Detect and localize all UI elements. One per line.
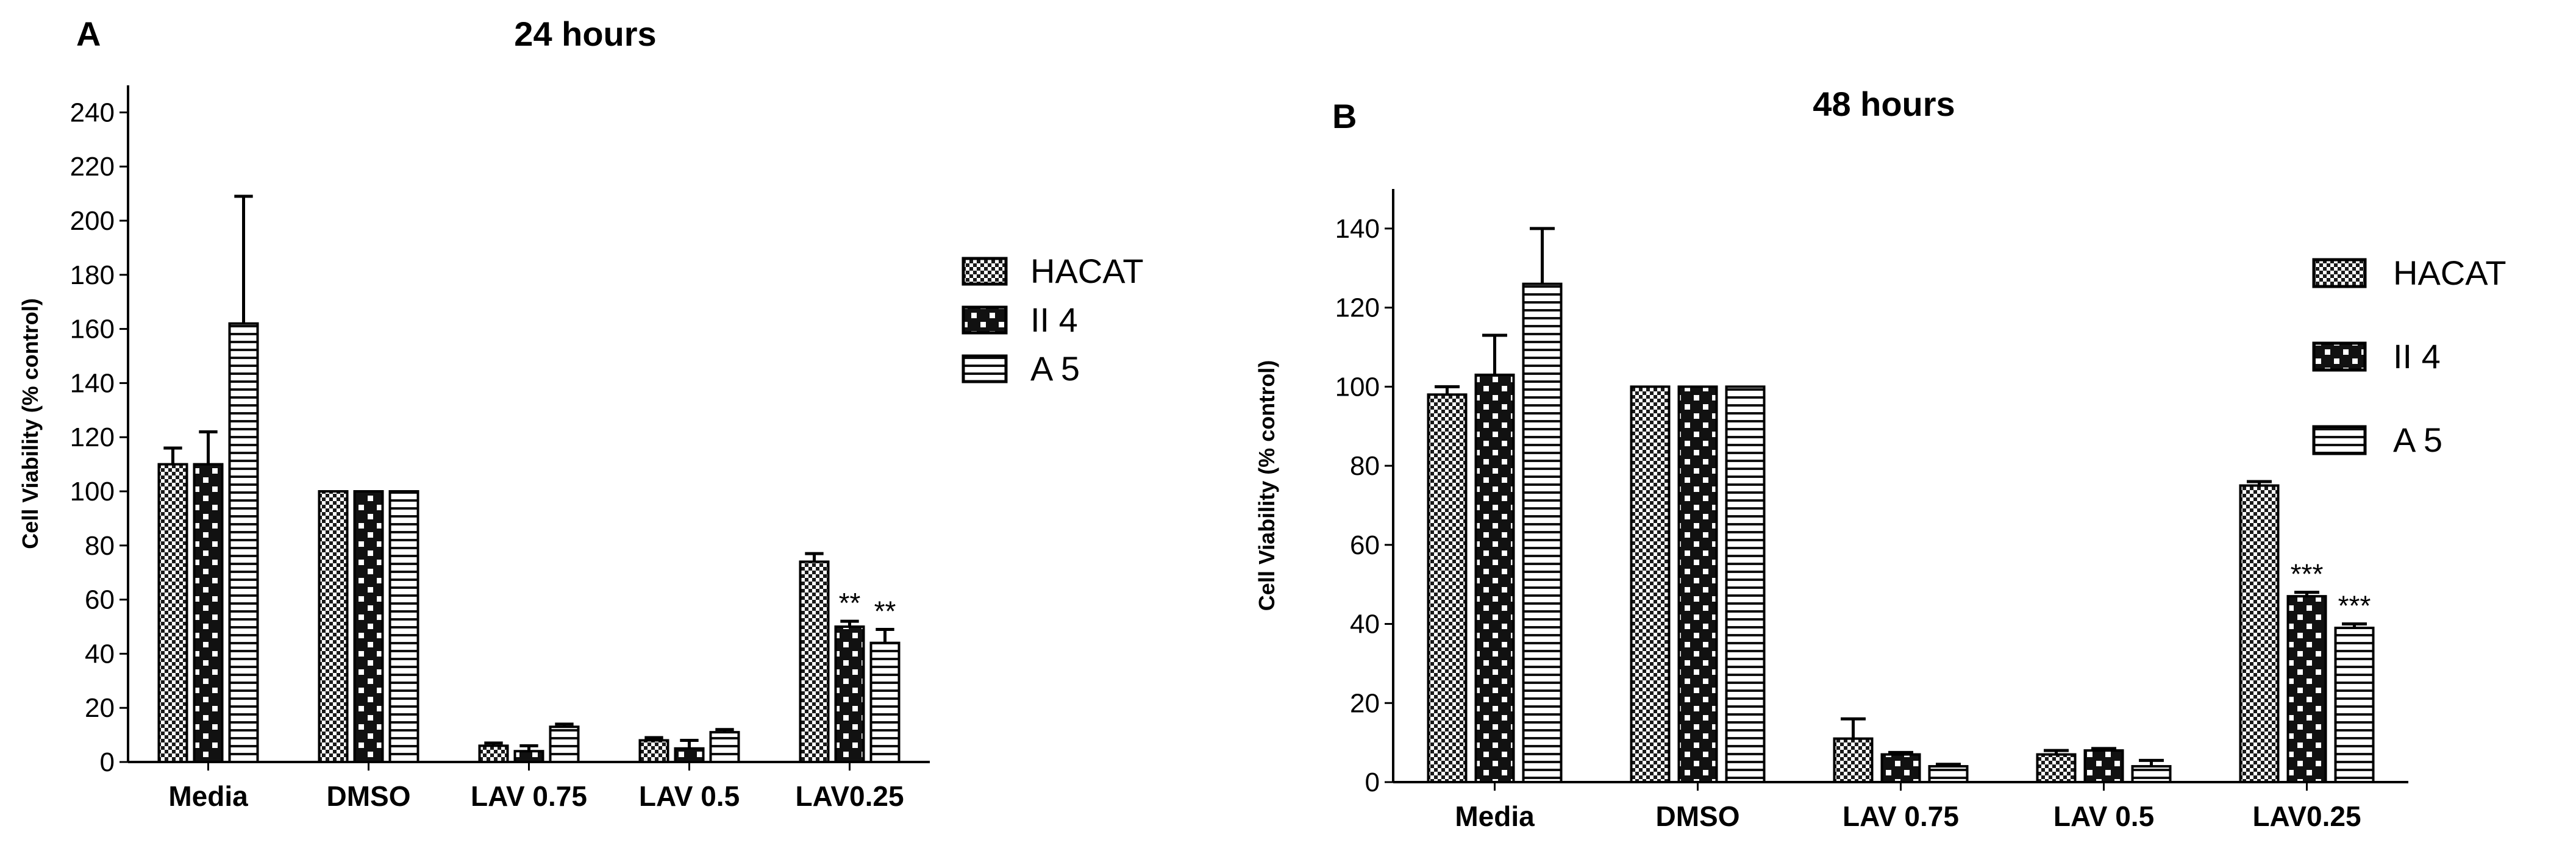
panel-b-legend-label-ii-4: II 4 <box>2393 337 2441 376</box>
panel-b-letter: B <box>1332 97 1357 135</box>
panel-b-bar-dmso-a-5 <box>1725 385 1766 783</box>
panel-a-bar-lav0-25-a-5 <box>869 641 901 764</box>
panel-a-y-tick-label: 240 <box>70 98 115 127</box>
panel-b-y-tick-label: 140 <box>1335 214 1380 244</box>
panel-a-y-tick-label: 220 <box>70 152 115 182</box>
panel-a-bar-dmso-a-5 <box>388 490 419 763</box>
panel-a-legend-label-a-5: A 5 <box>1030 349 1080 388</box>
panel-a-bar-lav-0-5-ii-4 <box>674 747 705 764</box>
panel-a-significance-label: ** <box>839 587 861 619</box>
panel-a-y-tick-label: 180 <box>70 260 115 290</box>
panel-b-category-label-media: Media <box>1455 800 1535 832</box>
panel-a-y-tick-label: 140 <box>70 368 115 398</box>
panel-b-bar-media-a-5 <box>1522 282 1563 783</box>
panel-a-bar-lav-0-5-hacat <box>638 739 669 763</box>
panel-a-y-tick-label: 100 <box>70 477 115 507</box>
panel-b-y-axis-title: Cell Viability (% control) <box>1254 360 1279 611</box>
panel-a-legend-label-ii-4: II 4 <box>1030 301 1078 339</box>
panel-b-chart: B 48 hours 0 20 40 60 80 100 120 140 Cell Viabilit… <box>1254 85 2506 832</box>
panel-b-legend-swatch-ii-4 <box>2312 341 2367 372</box>
panel-b-y-tick-label: 120 <box>1335 293 1380 323</box>
panel-a-legend-swatch-hacat <box>962 257 1008 286</box>
panel-b-legend-swatch-hacat <box>2312 258 2367 288</box>
panel-b-bar-lav-0-75-a-5 <box>1928 765 1969 784</box>
panel-a-significance-label: ** <box>874 595 896 627</box>
panel-b-bar-lav-0-5-ii-4 <box>2083 749 2124 784</box>
panel-a-y-tick-label: 80 <box>85 531 115 561</box>
panel-b-y-tick-label: 0 <box>1365 767 1380 797</box>
panel-b-y-tick-label: 20 <box>1350 688 1380 718</box>
panel-a-legend-swatch-a-5 <box>962 354 1008 383</box>
panel-a-y-tick-label: 40 <box>85 639 115 669</box>
panel-a-y-tick-label: 160 <box>70 315 115 344</box>
panel-b-category-label-lav-0-5: LAV 0.5 <box>2053 800 2154 832</box>
panel-a-chart: A 24 hours 0 20 40 60 80 100 120 140 160 180 200 220 2… <box>18 15 1144 812</box>
panel-a-legend-label-hacat: HACAT <box>1030 252 1144 290</box>
panel-a-letter: A <box>76 15 101 53</box>
panel-b-bar-lav-0-75-hacat <box>1833 737 1874 783</box>
panel-a-category-label-media: Media <box>168 780 248 812</box>
panel-a-bar-lav0-25-hacat <box>799 560 830 763</box>
panel-b-category-label-dmso: DMSO <box>1656 800 1740 832</box>
panel-b-y-tick-label: 80 <box>1350 451 1380 481</box>
panel-b-bar-lav-0-5-hacat <box>2036 753 2077 784</box>
panel-b-bar-lav0-25-hacat <box>2239 484 2280 783</box>
panel-b-bar-dmso-hacat <box>1630 385 1671 783</box>
panel-b-y-tick-label: 40 <box>1350 610 1380 639</box>
panel-b-significance-label: *** <box>2338 590 2371 622</box>
panel-a-bar-lav-0-75-ii-4 <box>513 750 544 763</box>
panel-a-category-label-lav-0-75: LAV 0.75 <box>471 780 587 812</box>
panel-a-bar-media-hacat <box>157 463 188 763</box>
panel-a-y-tick-label: 60 <box>85 585 115 615</box>
panel-a-bar-media-ii-4 <box>193 463 224 763</box>
panel-b-legend-label-a-5: A 5 <box>2393 421 2442 459</box>
panel-a-bar-media-a-5 <box>228 322 259 763</box>
panel-b-category-label-lav0-25: LAV0.25 <box>2252 800 2361 832</box>
panel-b-legend-label-hacat: HACAT <box>2393 254 2506 292</box>
panel-a-bar-lav-0-75-a-5 <box>549 725 580 764</box>
panel-b-bar-lav-0-5-a-5 <box>2131 765 2172 784</box>
panel-b-category-label-lav-0-75: LAV 0.75 <box>1843 800 1959 832</box>
panel-b-bar-media-ii-4 <box>1474 373 1515 783</box>
panel-b-y-tick-label: 100 <box>1335 372 1380 402</box>
panel-b-title: 48 hours <box>1813 85 1955 123</box>
panel-a-legend-swatch-ii-4 <box>962 305 1008 335</box>
panel-b-bar-lav-0-75-ii-4 <box>1880 753 1921 784</box>
panel-a-bar-dmso-ii-4 <box>353 490 384 763</box>
panel-a-y-tick-label: 200 <box>70 206 115 236</box>
panel-a-y-tick-label: 120 <box>70 422 115 452</box>
panel-b-bar-lav0-25-a-5 <box>2334 627 2375 784</box>
panel-a-category-label-dmso: DMSO <box>327 780 411 812</box>
panel-b-bar-media-hacat <box>1427 393 1468 783</box>
panel-b-bar-lav0-25-ii-4 <box>2286 595 2327 783</box>
panel-a-bar-lav-0-75-hacat <box>478 744 509 763</box>
panel-a-title: 24 hours <box>514 15 656 53</box>
panel-a-y-tick-label: 20 <box>85 693 115 723</box>
panel-b-y-tick-label: 60 <box>1350 530 1380 560</box>
panel-a-y-axis-title: Cell Viability (% control) <box>18 298 43 549</box>
panel-b-bar-dmso-ii-4 <box>1677 385 1718 783</box>
panel-a-bar-dmso-hacat <box>318 490 349 763</box>
panel-a-category-label-lav-0-5: LAV 0.5 <box>639 780 740 812</box>
panel-b-significance-label: *** <box>2291 558 2324 590</box>
panel-a-bar-lav0-25-ii-4 <box>834 625 865 763</box>
panel-b-legend-swatch-a-5 <box>2312 425 2367 455</box>
panel-a-category-label-lav0-25: LAV0.25 <box>795 780 904 812</box>
panel-a-y-tick-label: 0 <box>100 747 115 777</box>
panel-a-bar-lav-0-5-a-5 <box>709 731 740 764</box>
